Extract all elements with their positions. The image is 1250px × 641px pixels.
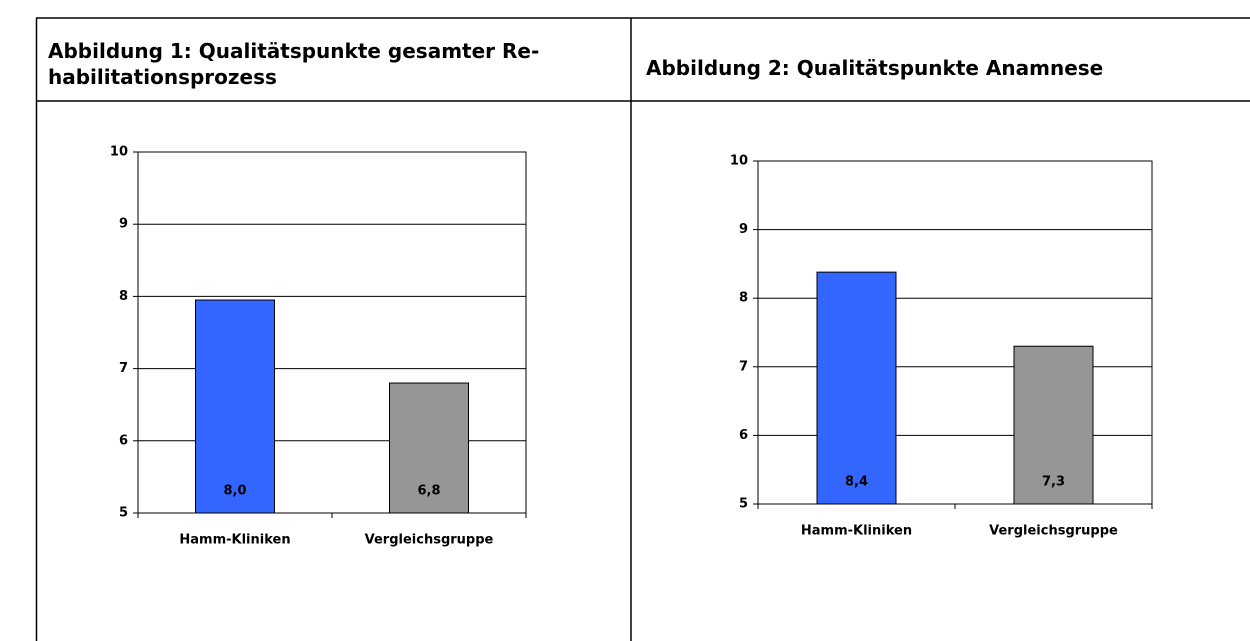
chart-title: Abbildung 1: Qualitätspunkte gesamter Re…: [48, 39, 540, 89]
y-tick-label: 5: [739, 497, 748, 512]
bar: [195, 299, 275, 514]
x-tick-label: Hamm-Kliniken: [801, 524, 912, 539]
data-label: 8,4: [845, 475, 868, 490]
chart-title: Abbildung 2: Qualitätspunkte Anamnese: [646, 56, 1104, 80]
data-label: 7,3: [1042, 475, 1065, 490]
y-tick-label: 9: [739, 222, 748, 237]
y-tick-label: 6: [119, 433, 128, 448]
y-tick-label: 7: [119, 361, 128, 376]
y-tick-label: 8: [119, 289, 128, 304]
bar: [389, 382, 469, 514]
y-tick-label: 5: [119, 506, 128, 521]
bar: [816, 271, 897, 505]
bar: [1013, 345, 1094, 505]
y-tick-label: 10: [730, 154, 748, 169]
y-tick-label: 7: [739, 359, 748, 374]
y-tick-label: 8: [739, 291, 748, 306]
y-tick-label: 9: [119, 217, 128, 232]
y-tick-label: 10: [110, 145, 128, 160]
x-tick-label: Vergleichsgruppe: [989, 524, 1118, 539]
data-label: 6,8: [417, 484, 440, 499]
data-label: 8,0: [223, 484, 246, 499]
x-tick-label: Vergleichsgruppe: [365, 533, 494, 548]
x-tick-label: Hamm-Kliniken: [179, 533, 290, 548]
y-tick-label: 6: [739, 428, 748, 443]
